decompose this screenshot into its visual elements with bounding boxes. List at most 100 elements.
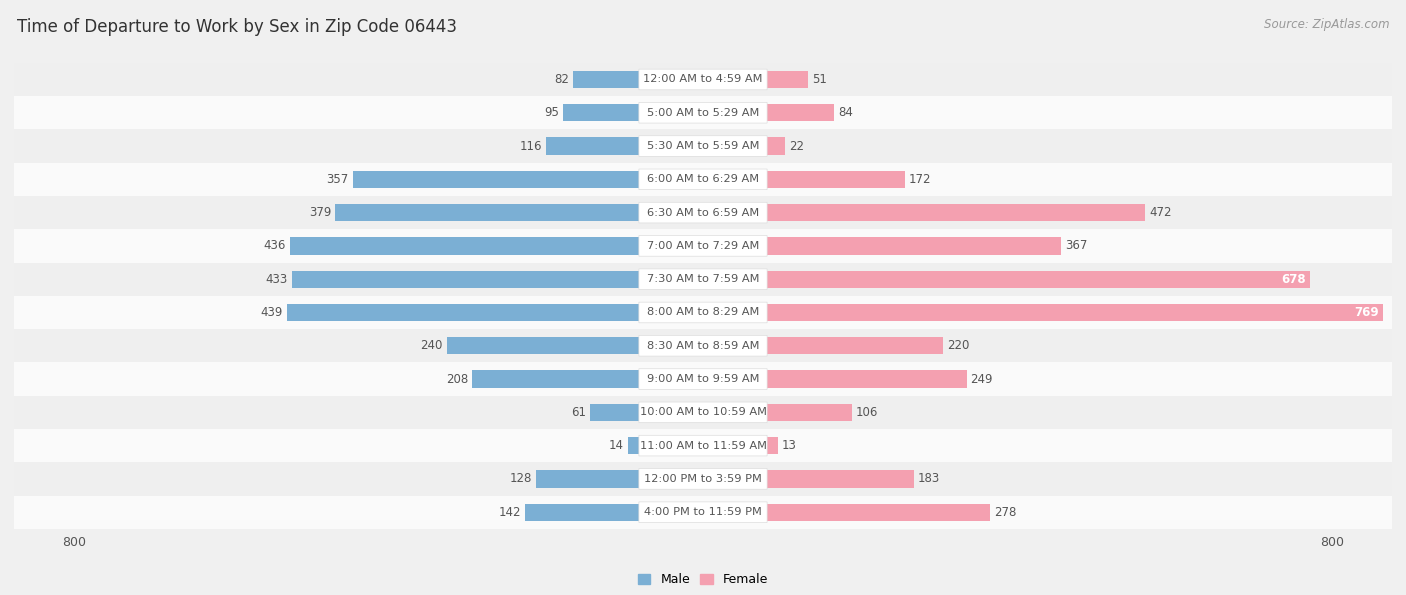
FancyBboxPatch shape <box>14 329 1392 362</box>
Bar <box>768 337 943 355</box>
Text: Time of Departure to Work by Sex in Zip Code 06443: Time of Departure to Work by Sex in Zip … <box>17 18 457 36</box>
FancyBboxPatch shape <box>638 336 768 356</box>
FancyBboxPatch shape <box>638 236 768 256</box>
FancyBboxPatch shape <box>14 63 1392 96</box>
Text: 82: 82 <box>554 73 569 86</box>
Bar <box>536 470 638 487</box>
Text: 208: 208 <box>446 372 468 386</box>
Bar <box>768 171 905 188</box>
FancyBboxPatch shape <box>14 196 1392 229</box>
Legend: Male, Female: Male, Female <box>638 574 768 586</box>
Bar <box>292 271 638 288</box>
Text: 8:00 AM to 8:29 AM: 8:00 AM to 8:29 AM <box>647 308 759 318</box>
Text: 357: 357 <box>326 173 349 186</box>
FancyBboxPatch shape <box>638 102 768 123</box>
Text: 433: 433 <box>266 273 288 286</box>
FancyBboxPatch shape <box>638 436 768 456</box>
Text: 12:00 AM to 4:59 AM: 12:00 AM to 4:59 AM <box>644 74 762 84</box>
Text: 14: 14 <box>609 439 624 452</box>
Text: 249: 249 <box>970 372 993 386</box>
FancyBboxPatch shape <box>14 296 1392 329</box>
Text: 367: 367 <box>1066 239 1087 252</box>
FancyBboxPatch shape <box>14 129 1392 162</box>
Text: 61: 61 <box>571 406 586 419</box>
Bar <box>768 371 966 388</box>
Text: 5:00 AM to 5:29 AM: 5:00 AM to 5:29 AM <box>647 108 759 118</box>
Text: 278: 278 <box>994 506 1017 519</box>
Text: 800: 800 <box>1320 536 1344 549</box>
Text: 769: 769 <box>1354 306 1379 319</box>
Bar <box>768 204 1146 221</box>
Bar <box>768 403 852 421</box>
Bar <box>562 104 638 121</box>
FancyBboxPatch shape <box>14 262 1392 296</box>
Text: 8:30 AM to 8:59 AM: 8:30 AM to 8:59 AM <box>647 341 759 351</box>
FancyBboxPatch shape <box>638 369 768 389</box>
FancyBboxPatch shape <box>638 269 768 290</box>
Bar <box>335 204 638 221</box>
Bar <box>768 437 778 454</box>
Text: 11:00 AM to 11:59 AM: 11:00 AM to 11:59 AM <box>640 441 766 450</box>
Text: 128: 128 <box>510 472 533 486</box>
FancyBboxPatch shape <box>638 469 768 489</box>
Bar <box>768 137 785 155</box>
FancyBboxPatch shape <box>14 496 1392 529</box>
Text: Source: ZipAtlas.com: Source: ZipAtlas.com <box>1264 18 1389 31</box>
Text: 106: 106 <box>856 406 879 419</box>
Text: 7:30 AM to 7:59 AM: 7:30 AM to 7:59 AM <box>647 274 759 284</box>
Text: 142: 142 <box>499 506 522 519</box>
Bar <box>768 470 914 487</box>
FancyBboxPatch shape <box>14 362 1392 396</box>
FancyBboxPatch shape <box>14 229 1392 262</box>
Text: 379: 379 <box>309 206 332 219</box>
FancyBboxPatch shape <box>638 302 768 323</box>
Text: 9:00 AM to 9:59 AM: 9:00 AM to 9:59 AM <box>647 374 759 384</box>
Text: 220: 220 <box>948 339 970 352</box>
Text: 7:00 AM to 7:29 AM: 7:00 AM to 7:29 AM <box>647 241 759 251</box>
Bar <box>768 237 1062 255</box>
Text: 6:30 AM to 6:59 AM: 6:30 AM to 6:59 AM <box>647 208 759 218</box>
Bar <box>526 503 638 521</box>
Text: 183: 183 <box>918 472 941 486</box>
FancyBboxPatch shape <box>638 402 768 422</box>
Text: 439: 439 <box>262 306 283 319</box>
Text: 436: 436 <box>263 239 285 252</box>
Bar <box>768 304 1384 321</box>
Text: 116: 116 <box>519 140 541 152</box>
FancyBboxPatch shape <box>638 202 768 223</box>
Bar <box>627 437 638 454</box>
Bar <box>447 337 638 355</box>
Text: 10:00 AM to 10:59 AM: 10:00 AM to 10:59 AM <box>640 408 766 417</box>
Bar <box>591 403 638 421</box>
Text: 12:00 PM to 3:59 PM: 12:00 PM to 3:59 PM <box>644 474 762 484</box>
Text: 51: 51 <box>811 73 827 86</box>
FancyBboxPatch shape <box>14 162 1392 196</box>
FancyBboxPatch shape <box>638 169 768 190</box>
FancyBboxPatch shape <box>638 136 768 156</box>
Bar <box>768 503 990 521</box>
Bar <box>768 71 808 88</box>
Text: 800: 800 <box>62 536 86 549</box>
Text: 95: 95 <box>544 107 558 119</box>
Bar <box>768 271 1310 288</box>
Bar <box>472 371 638 388</box>
Text: 240: 240 <box>420 339 443 352</box>
Text: 678: 678 <box>1282 273 1306 286</box>
Bar <box>768 104 834 121</box>
FancyBboxPatch shape <box>14 462 1392 496</box>
Text: 22: 22 <box>789 140 804 152</box>
FancyBboxPatch shape <box>638 502 768 522</box>
Bar <box>574 71 638 88</box>
Bar <box>287 304 638 321</box>
FancyBboxPatch shape <box>14 429 1392 462</box>
Text: 84: 84 <box>838 107 853 119</box>
Text: 172: 172 <box>908 173 931 186</box>
Text: 13: 13 <box>782 439 796 452</box>
Text: 6:00 AM to 6:29 AM: 6:00 AM to 6:29 AM <box>647 174 759 184</box>
FancyBboxPatch shape <box>14 96 1392 129</box>
Text: 4:00 PM to 11:59 PM: 4:00 PM to 11:59 PM <box>644 507 762 517</box>
FancyBboxPatch shape <box>638 69 768 90</box>
Bar <box>353 171 638 188</box>
FancyBboxPatch shape <box>14 396 1392 429</box>
Text: 472: 472 <box>1149 206 1171 219</box>
